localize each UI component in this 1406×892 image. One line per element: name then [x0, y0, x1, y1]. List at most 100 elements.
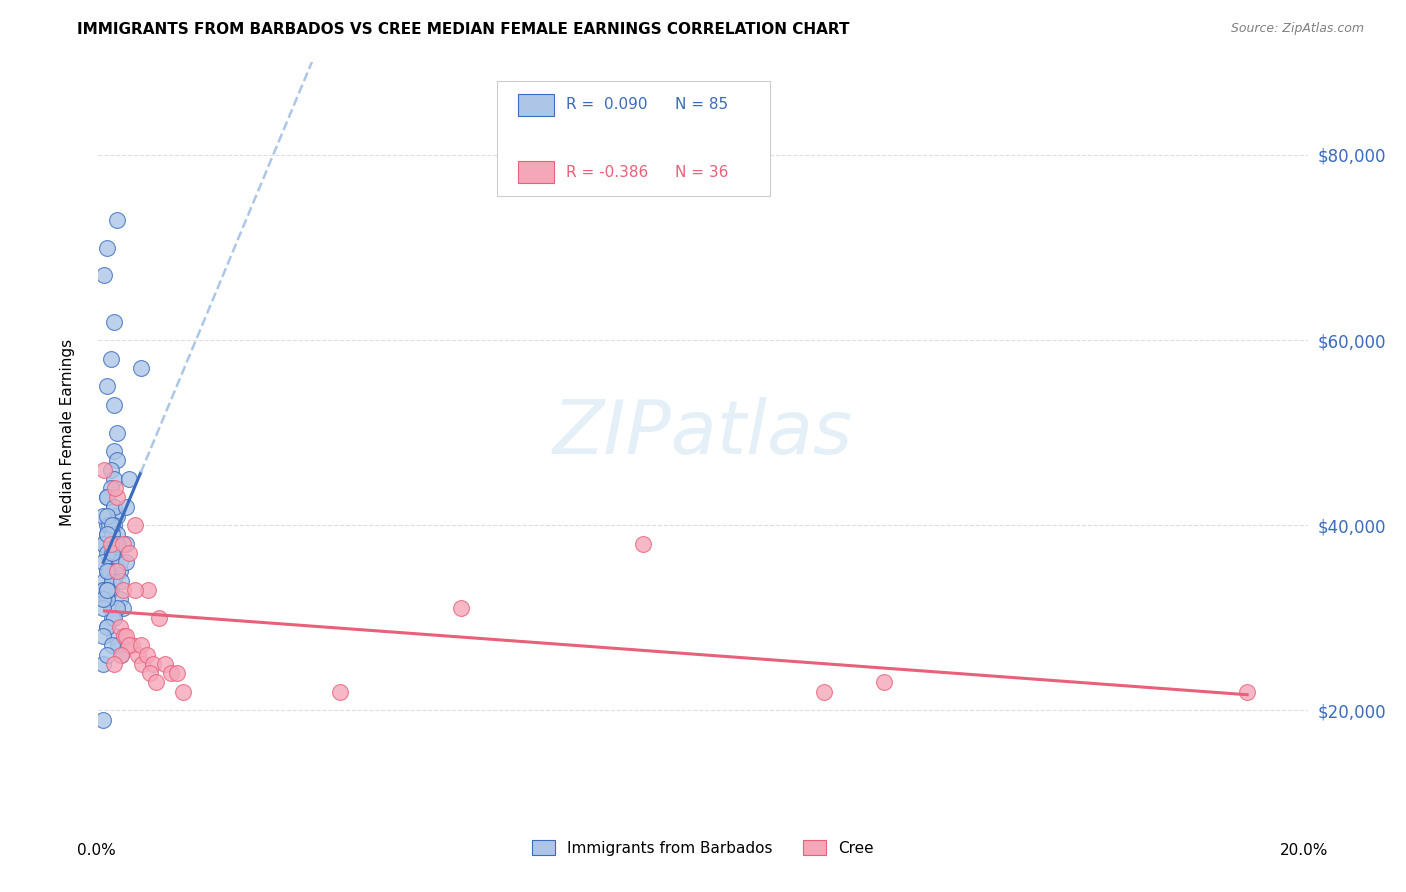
Point	[100, 351, 122, 366]
Point	[145, 675, 167, 690]
Point	[103, 629, 125, 643]
Point	[100, 527, 122, 541]
Point	[100, 462, 122, 476]
Point	[96, 518, 118, 533]
Point	[160, 666, 183, 681]
Point	[103, 500, 125, 514]
Point	[91, 601, 114, 615]
Point	[114, 536, 136, 550]
Point	[100, 518, 122, 533]
Point	[131, 657, 153, 671]
Point	[96, 565, 118, 579]
Point	[96, 565, 118, 579]
Point	[813, 685, 835, 699]
Point	[108, 592, 131, 607]
Point	[98, 518, 121, 533]
Point	[93, 536, 115, 550]
Point	[96, 508, 118, 523]
Point	[111, 582, 134, 597]
Point	[631, 536, 654, 550]
Text: 20.0%: 20.0%	[1281, 843, 1329, 858]
Point	[100, 639, 122, 653]
Point	[100, 582, 122, 597]
Point	[98, 582, 121, 597]
Point	[105, 212, 128, 227]
Point	[136, 582, 159, 597]
Point	[108, 620, 131, 634]
Point	[100, 610, 122, 624]
Point	[91, 657, 114, 671]
Point	[104, 565, 127, 579]
Text: R = -0.386: R = -0.386	[567, 164, 648, 179]
Bar	[517, 161, 554, 183]
Point	[873, 675, 896, 690]
Point	[93, 574, 115, 588]
Point	[103, 657, 125, 671]
Point	[93, 462, 115, 476]
Point	[103, 314, 125, 328]
Point	[105, 453, 128, 467]
Point	[91, 555, 114, 569]
Point	[148, 610, 170, 624]
Point	[129, 360, 152, 375]
Point	[142, 657, 165, 671]
Point	[124, 582, 146, 597]
Point	[103, 610, 125, 624]
Point	[105, 565, 128, 579]
Point	[121, 639, 143, 653]
Point	[105, 536, 128, 550]
Point	[103, 500, 125, 514]
Point	[114, 555, 136, 569]
Text: IMMIGRANTS FROM BARBADOS VS CREE MEDIAN FEMALE EARNINGS CORRELATION CHART: IMMIGRANTS FROM BARBADOS VS CREE MEDIAN …	[77, 22, 849, 37]
Point	[105, 491, 128, 505]
Point	[93, 582, 115, 597]
Point	[100, 546, 122, 560]
Point	[166, 666, 188, 681]
Legend: Immigrants from Barbados, Cree: Immigrants from Barbados, Cree	[526, 834, 880, 862]
Point	[96, 527, 118, 541]
Point	[127, 648, 149, 662]
Point	[100, 536, 122, 550]
Y-axis label: Median Female Earnings: Median Female Earnings	[60, 339, 75, 526]
Point	[100, 574, 122, 588]
Point	[110, 648, 132, 662]
Point	[105, 527, 128, 541]
Point	[107, 639, 129, 653]
Point	[96, 491, 118, 505]
Text: ZIPatlas: ZIPatlas	[553, 397, 853, 468]
Point	[135, 648, 157, 662]
Point	[110, 648, 132, 662]
Point	[129, 639, 152, 653]
Text: N = 36: N = 36	[675, 164, 728, 179]
Point	[103, 546, 125, 560]
Point	[111, 601, 134, 615]
Bar	[517, 94, 554, 116]
Text: 0.0%: 0.0%	[77, 843, 117, 858]
Point	[91, 536, 114, 550]
Point	[91, 629, 114, 643]
Point	[96, 592, 118, 607]
Point	[96, 620, 118, 634]
Point	[96, 582, 118, 597]
Point	[118, 546, 141, 560]
Point	[100, 555, 122, 569]
Point	[105, 508, 128, 523]
Text: N = 85: N = 85	[675, 97, 728, 112]
Point	[103, 518, 125, 533]
Point	[91, 592, 114, 607]
Point	[93, 592, 115, 607]
Point	[91, 508, 114, 523]
Text: R =  0.090: R = 0.090	[567, 97, 648, 112]
Point	[103, 536, 125, 550]
Point	[103, 555, 125, 569]
Point	[114, 629, 136, 643]
Point	[103, 444, 125, 458]
Point	[111, 536, 134, 550]
Point	[105, 425, 128, 440]
Point	[93, 268, 115, 283]
Point	[100, 574, 122, 588]
Point	[108, 555, 131, 569]
Point	[105, 601, 128, 615]
Point	[103, 574, 125, 588]
Point	[91, 713, 114, 727]
